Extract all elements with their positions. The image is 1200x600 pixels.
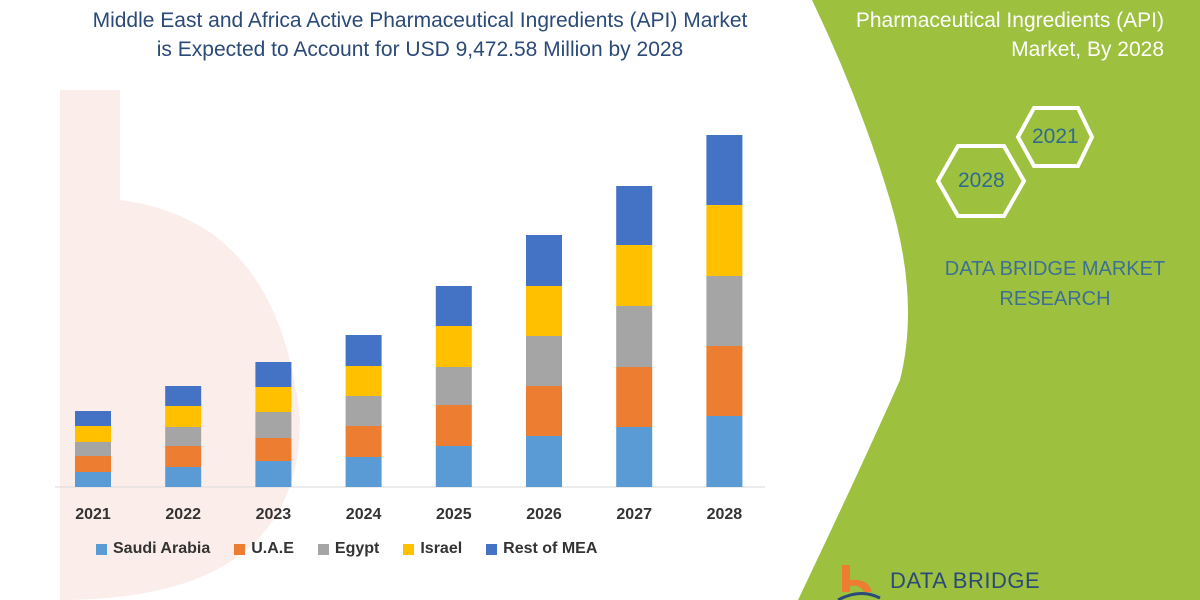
bar-2028-saudi-arabia — [706, 416, 743, 487]
legend-item: Egypt — [317, 540, 380, 558]
side-title: Pharmaceutical Ingredients (API) Market,… — [822, 6, 1164, 64]
bar-2024-u-a-e — [345, 426, 382, 457]
stacked-bar-chart: 2021 2022 2023 2024 2025 2026 2027 2028 — [55, 135, 765, 523]
bar-2021-israel — [75, 426, 111, 442]
bar-2025-egypt — [435, 367, 472, 405]
legend-item: Saudi Arabia — [96, 540, 210, 558]
bar-2022-saudi-arabia — [165, 467, 202, 487]
legend-item: U.A.E — [234, 540, 294, 558]
bar-2023-israel — [255, 387, 292, 412]
bar-2026-saudi-arabia — [526, 436, 562, 487]
side-title-line-2: Market, By 2028 — [1011, 38, 1164, 61]
watermark-logo — [60, 90, 300, 600]
bar-2026-egypt — [526, 336, 562, 386]
x-tick-label: 2027 — [616, 506, 652, 523]
bar-2021-u-a-e — [75, 456, 111, 472]
bar-2021-rest-of-mea — [75, 411, 111, 426]
bar-2024-saudi-arabia — [345, 457, 382, 487]
x-tick-label: 2023 — [256, 506, 292, 523]
bar-2023-rest-of-mea — [255, 362, 292, 387]
x-tick-label: 2022 — [165, 506, 201, 523]
x-tick-label: 2025 — [436, 506, 472, 523]
legend-swatch — [486, 543, 498, 555]
logo-text: DATA BRIDGE — [890, 568, 1041, 593]
bar-2025-u-a-e — [435, 405, 472, 446]
bar-2027-israel — [616, 245, 653, 306]
bar-2024-egypt — [345, 396, 382, 426]
bar-2023-u-a-e — [255, 438, 292, 461]
brand-text: DATA BRIDGE MARKET RESEARCH — [920, 254, 1190, 314]
side-title-line-1: Pharmaceutical Ingredients (API) — [855, 9, 1164, 32]
bar-2022-rest-of-mea — [165, 386, 202, 406]
bar-2028-israel — [706, 205, 743, 276]
bar-2028-rest-of-mea — [706, 135, 743, 205]
bar-2025-rest-of-mea — [435, 286, 472, 326]
legend-swatch — [96, 543, 107, 555]
bar-2023-egypt — [255, 412, 292, 438]
bar-2022-israel — [165, 406, 202, 427]
bar-2026-israel — [526, 286, 562, 336]
bar-2026-rest-of-mea — [526, 235, 562, 286]
legend-item: Rest of MEA — [486, 540, 597, 558]
bar-2027-egypt — [616, 306, 653, 367]
logo-icon — [837, 565, 881, 600]
legend-label: Saudi Arabia — [113, 540, 211, 557]
legend-label: U.A.E — [251, 540, 294, 557]
bar-2027-rest-of-mea — [616, 186, 653, 245]
bar-2027-saudi-arabia — [616, 427, 653, 487]
bar-2022-egypt — [165, 427, 202, 446]
x-tick-label: 2026 — [526, 506, 562, 523]
brand-line-1: DATA BRIDGE MARKET — [944, 258, 1166, 280]
bar-2028-u-a-e — [706, 346, 743, 416]
x-tick-label: 2028 — [707, 506, 743, 523]
bar-2022-u-a-e — [165, 446, 202, 467]
bar-2025-israel — [435, 326, 472, 367]
bar-2027-u-a-e — [616, 367, 653, 427]
legend-label: Israel — [420, 540, 463, 557]
hexagon-2021 — [1015, 106, 1095, 168]
legend-label: Egypt — [334, 540, 380, 557]
bar-2021-saudi-arabia — [75, 472, 111, 487]
legend-item: Israel — [403, 540, 462, 558]
bar-2024-rest-of-mea — [345, 335, 382, 366]
bar-2025-saudi-arabia — [435, 446, 472, 487]
bar-2024-israel — [345, 366, 382, 396]
legend: Saudi Arabia U.A.E Egypt Israel Rest of MEA — [96, 540, 621, 558]
title-line-1: Middle East and Africa Active Pharmaceut… — [92, 9, 748, 32]
bar-2021-egypt — [75, 442, 111, 456]
legend-swatch — [403, 543, 415, 555]
chart-title: Middle East and Africa Active Pharmaceut… — [30, 6, 810, 64]
legend-swatch — [317, 543, 329, 555]
green-panel — [798, 0, 1200, 600]
x-tick-label: 2024 — [346, 506, 382, 523]
bar-2028-egypt — [706, 276, 743, 346]
title-line-2: is Expected to Account for USD 9,472.58 … — [156, 38, 684, 61]
brand-line-2: RESEARCH — [999, 288, 1111, 310]
legend-label: Rest of MEA — [503, 540, 598, 557]
bar-2026-u-a-e — [526, 386, 562, 436]
legend-swatch — [234, 543, 246, 555]
hexagon-2028 — [935, 144, 1027, 218]
bar-2023-saudi-arabia — [255, 461, 292, 487]
hex-year-2021: 2021 — [1032, 125, 1079, 148]
hex-year-2028: 2028 — [958, 169, 1005, 192]
x-tick-label: 2021 — [75, 506, 111, 523]
